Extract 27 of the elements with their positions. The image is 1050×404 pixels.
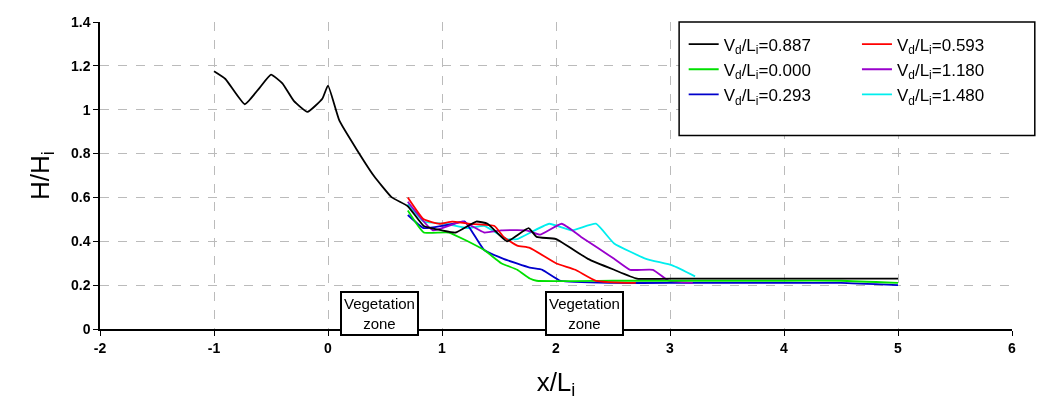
x-tick-label: 0 [324, 339, 333, 356]
legend-label: V$_{d}$/L$_{i}$=0.000 [723, 60, 811, 83]
x-tick-label: -2 [93, 339, 107, 356]
x-tick-label: 5 [894, 339, 903, 356]
y-tick-label: 1.4 [70, 13, 91, 30]
x-tick-label: 2 [552, 339, 561, 356]
y-tick-label: 0.4 [70, 233, 91, 250]
line-series [406, 196, 637, 284]
x-axis-title: x/L$_{i}$ [536, 366, 576, 401]
y-tick-label: 0.6 [70, 189, 91, 206]
legend-label: V$_{d}$/L$_{i}$=0.593 [896, 35, 985, 58]
legend-label: V$_{d}$/L$_{i}$=0.293 [723, 85, 811, 108]
y-tick-label: 0.2 [70, 277, 91, 294]
y-tick-label: 0 [82, 320, 91, 337]
x-tick-label: 3 [666, 339, 675, 356]
y-tick-label: 1 [82, 101, 91, 118]
y-tick-label: 0.8 [70, 145, 91, 162]
x-tick-label: 4 [780, 339, 789, 356]
legend-label: V$_{d}$/L$_{i}$=0.887 [723, 35, 811, 58]
x-tick-label: -1 [207, 339, 221, 356]
legend-label: V$_{d}$/L$_{i}$=1.480 [896, 85, 985, 108]
annotation: Vegetation zone [344, 295, 415, 332]
legend-label: V$_{d}$/L$_{i}$=1.180 [896, 60, 985, 83]
x-tick-label: 6 [1008, 339, 1017, 356]
y-tick-label: 1.2 [70, 57, 91, 74]
x-tick-label: 1 [438, 339, 447, 356]
annotation: Vegetation zone [549, 295, 620, 332]
